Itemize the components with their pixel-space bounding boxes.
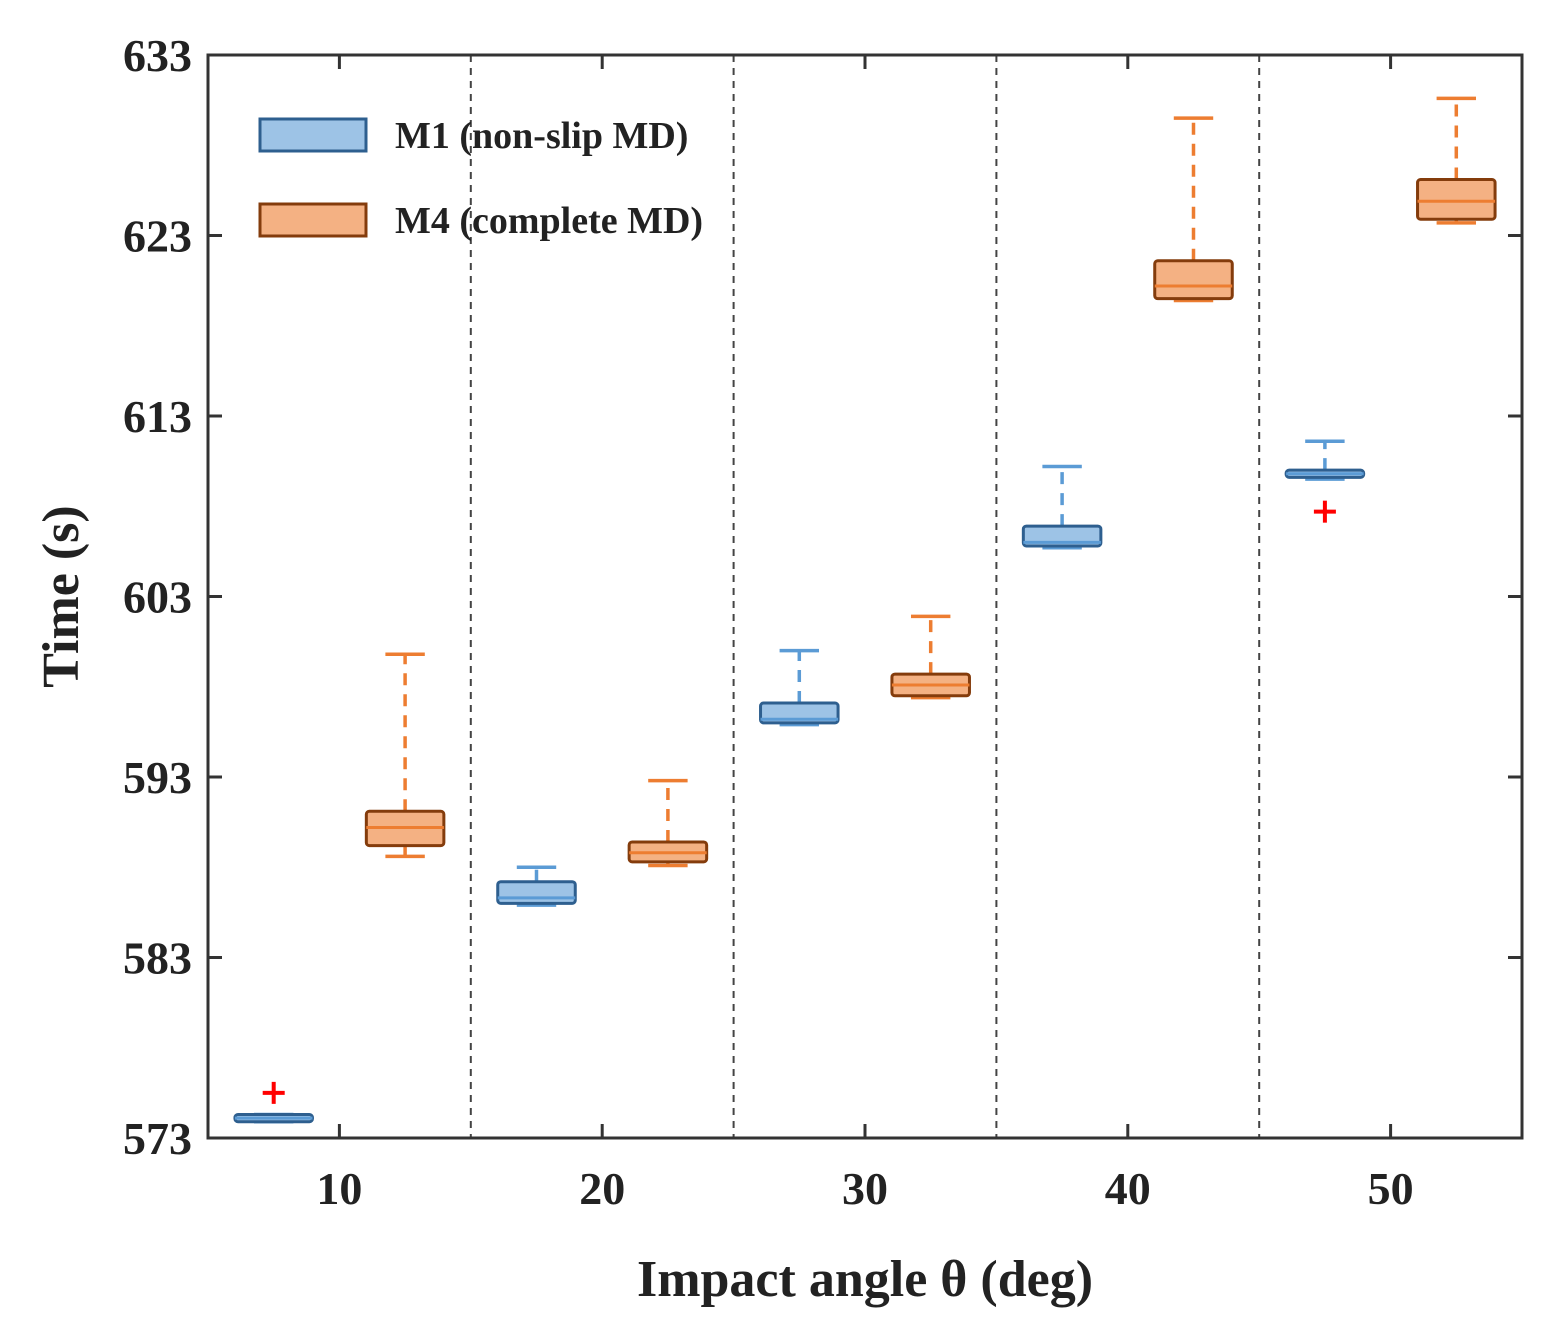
legend-swatch-m1 [258, 117, 368, 153]
box-m1-10 [233, 1081, 314, 1124]
box-m1-40 [1021, 464, 1103, 550]
outlier-marker [1313, 500, 1336, 523]
y-axis: 573 583 593 603 613 623 633 [123, 30, 1522, 1164]
legend-label-m4: M4 (complete MD) [395, 200, 703, 242]
y-tick-label: 623 [123, 211, 192, 262]
box-m4-10 [364, 652, 446, 859]
legend-swatch-m4 [258, 202, 368, 238]
x-tick-label: 30 [842, 1163, 888, 1214]
box-m4-50 [1416, 96, 1497, 225]
group-separators [469, 55, 1261, 1138]
box-iqr [1416, 178, 1497, 221]
box-m1-30 [759, 648, 840, 727]
y-tick-label: 603 [123, 572, 192, 623]
y-tick-label: 573 [123, 1113, 192, 1164]
outlier-marker [262, 1081, 285, 1104]
y-tick-label: 583 [123, 933, 192, 984]
box-m4-40 [1153, 116, 1234, 303]
box-m1-20 [496, 865, 577, 907]
x-tick-label: 50 [1368, 1163, 1414, 1214]
box-iqr [1153, 259, 1234, 301]
x-tick-label: 20 [579, 1163, 625, 1214]
box-m4-20 [627, 778, 709, 868]
y-axis-title: Time (s) [33, 505, 90, 687]
y-tick-label: 633 [123, 30, 192, 81]
box-plot-series [233, 96, 1497, 1124]
legend-label-m1: M1 (non-slip MD) [395, 115, 688, 157]
y-tick-label: 613 [123, 391, 192, 442]
box-m1-50 [1284, 439, 1366, 523]
box-m4-30 [890, 614, 971, 700]
x-axis-title: Impact angle θ (deg) [637, 1251, 1093, 1308]
box-iqr [496, 880, 577, 905]
y-tick-label: 593 [123, 752, 192, 803]
series-m1 [233, 439, 1366, 1124]
legend: M1 (non-slip MD) M4 (complete MD) [258, 115, 703, 242]
x-tick-label: 40 [1105, 1163, 1151, 1214]
x-tick-label: 10 [316, 1163, 362, 1214]
series-m4 [364, 96, 1497, 868]
x-axis: 10 20 30 40 50 [316, 55, 1414, 1214]
